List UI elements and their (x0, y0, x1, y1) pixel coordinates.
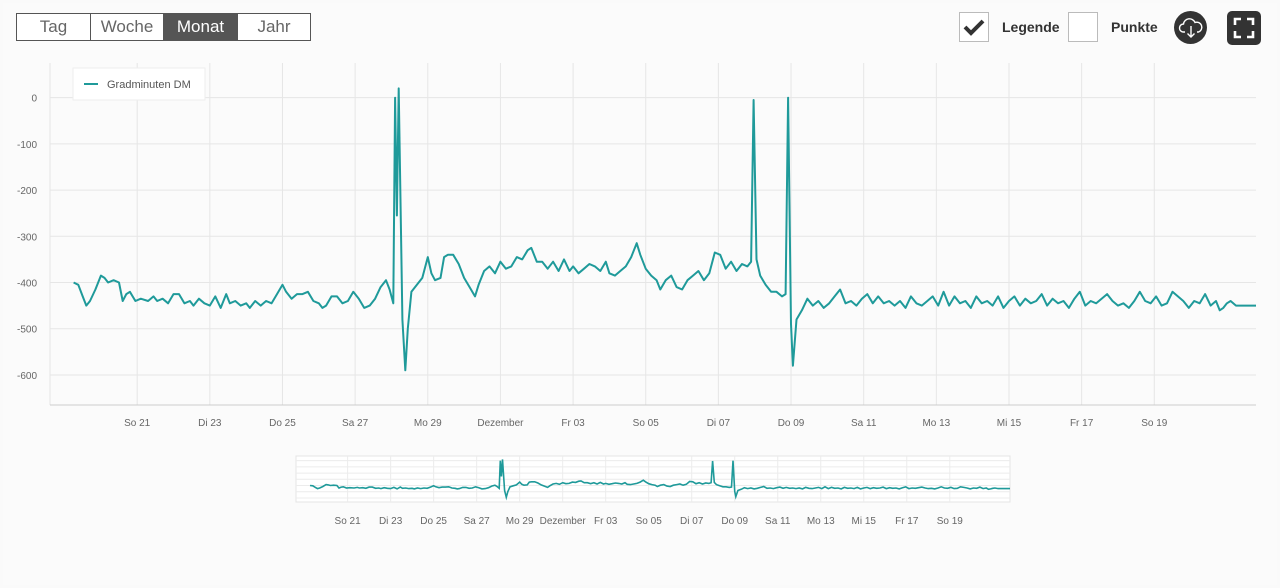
points-label: Punkte (1111, 19, 1158, 35)
x-axis: So 21 Di 23 Do 25 Sa 27 Mo 29 Dezember Fr 03 So… (124, 418, 1168, 429)
y-tick-label: -300 (17, 232, 37, 243)
x-tick-label: Do 25 (269, 418, 296, 429)
navigator-x-axis: So 21 Di 23 Do 25 Sa 27 Mo 29 Dezember Fr 03 So… (335, 516, 964, 527)
navigator-x-tick-label: Mo 29 (506, 516, 534, 527)
navigator-x-tick-label: Fr 17 (895, 516, 919, 527)
cloud-download-icon (1178, 17, 1202, 38)
navigator-x-tick-label: Do 25 (420, 516, 447, 527)
x-tick-label: Dezember (477, 418, 524, 429)
x-tick-label: Mo 13 (922, 418, 950, 429)
navigator-series-line (309, 459, 1010, 501)
y-tick-label: -500 (17, 325, 37, 336)
download-button[interactable] (1174, 11, 1207, 44)
x-tick-label: Di 07 (707, 418, 731, 429)
range-button-year[interactable]: Jahr (257, 17, 291, 36)
y-tick-label: -100 (17, 140, 37, 151)
y-tick-label: -400 (17, 279, 37, 290)
legend-checkbox[interactable] (959, 12, 989, 42)
x-tick-label: Mo 29 (414, 418, 442, 429)
navigator-x-tick-label: Sa 27 (464, 516, 491, 527)
navigator-x-tick-label: Mo 13 (807, 516, 835, 527)
navigator-x-tick-label: So 05 (636, 516, 663, 527)
legend-label: Legende (1002, 19, 1060, 35)
navigator-x-tick-label: Sa 11 (765, 516, 791, 527)
x-tick-label: So 19 (1141, 418, 1168, 429)
main-grid (49, 63, 1256, 406)
x-tick-label: Sa 11 (851, 418, 877, 429)
x-tick-label: Do 09 (778, 418, 805, 429)
x-tick-label: So 05 (633, 418, 660, 429)
navigator-x-tick-label: Dezember (540, 516, 587, 527)
range-button-month[interactable]: Monat (164, 14, 238, 40)
y-tick-label: 0 (31, 94, 37, 105)
checkmark-icon (963, 19, 985, 36)
series-line-gradminuten-dm (73, 87, 1256, 372)
navigator-x-tick-label: Di 07 (680, 516, 704, 527)
points-checkbox[interactable] (1068, 12, 1098, 42)
y-tick-label: -600 (17, 371, 37, 382)
time-range-selector: Tag Woche Monat Jahr (16, 13, 311, 41)
navigator-x-tick-label: So 19 (937, 516, 964, 527)
x-tick-label: Di 23 (198, 418, 222, 429)
x-tick-label: Fr 17 (1070, 418, 1094, 429)
x-tick-label: Mi 15 (997, 418, 1022, 429)
y-axis: 0 -100 -200 -300 -400 -500 -600 (17, 94, 37, 382)
navigator-x-tick-label: Mi 15 (852, 516, 877, 527)
x-tick-label: Fr 03 (561, 418, 585, 429)
navigator-grid (295, 455, 1011, 503)
y-tick-label: -200 (17, 186, 37, 197)
range-button-day[interactable]: Tag (17, 14, 91, 40)
navigator-x-tick-label: So 21 (335, 516, 362, 527)
navigator-x-tick-label: Di 23 (379, 516, 403, 527)
fullscreen-button[interactable] (1227, 11, 1261, 45)
x-tick-label: So 21 (124, 418, 151, 429)
navigator-x-tick-label: Fr 03 (594, 516, 618, 527)
legend[interactable]: Gradminuten DM (72, 67, 206, 101)
navigator-x-tick-label: Do 09 (721, 516, 748, 527)
fullscreen-icon (1233, 17, 1255, 39)
x-tick-label: Sa 27 (342, 418, 369, 429)
legend-item-label: Gradminuten DM (107, 79, 191, 91)
range-button-week[interactable]: Woche (91, 14, 164, 40)
